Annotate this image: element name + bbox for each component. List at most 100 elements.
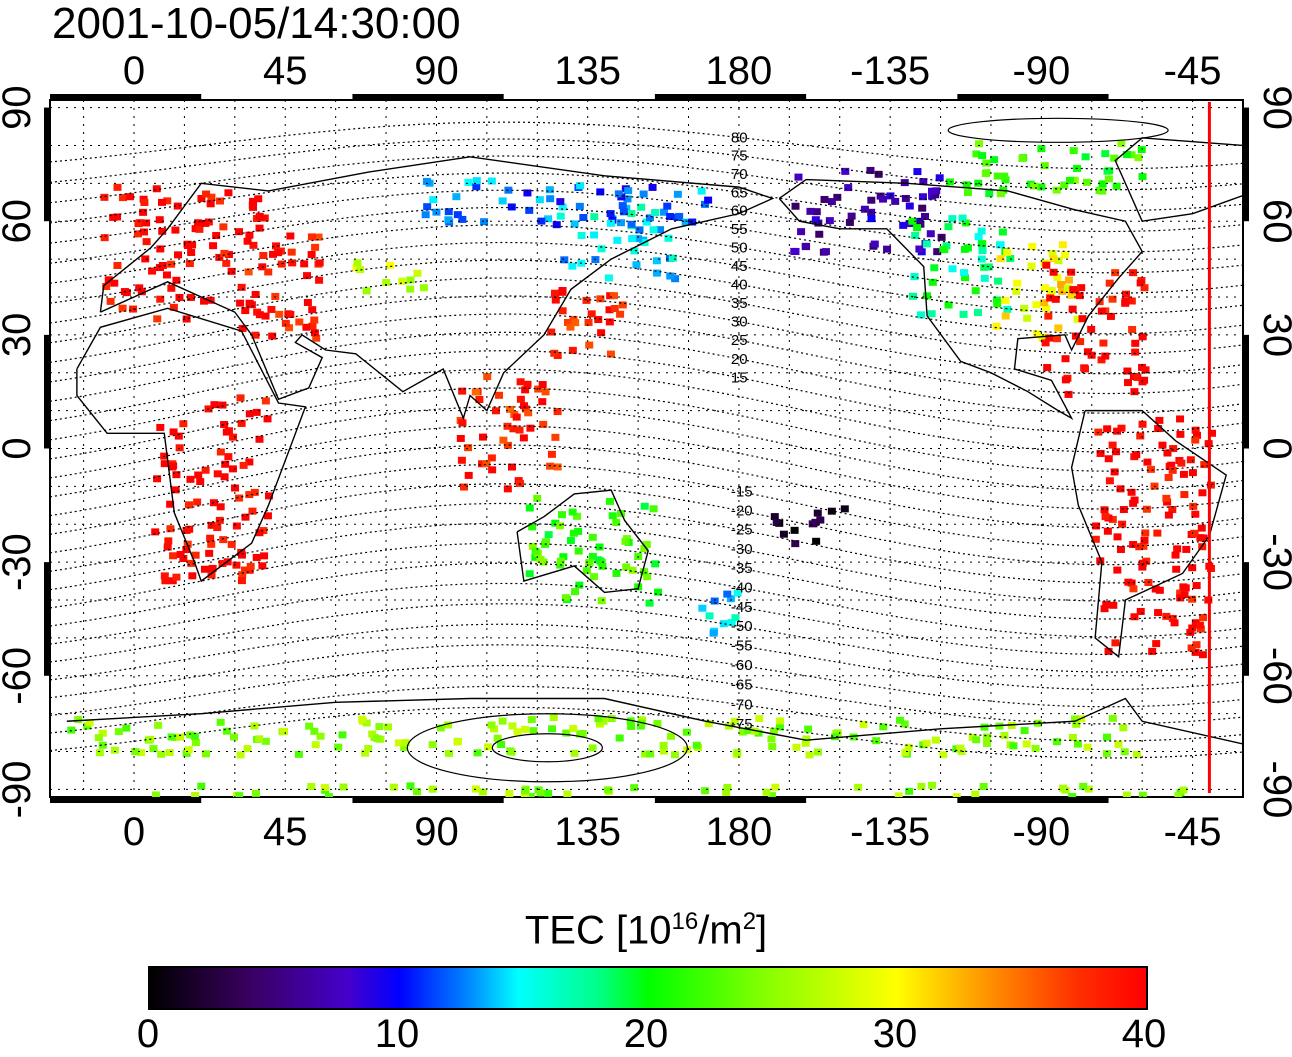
contour-line xyxy=(50,224,1243,294)
tec-cell xyxy=(547,450,556,458)
tec-cell xyxy=(566,537,575,545)
contour-line xyxy=(50,206,1243,274)
contour-label: -25 xyxy=(731,522,753,539)
tec-cell xyxy=(358,715,367,723)
tec-cell xyxy=(605,306,614,314)
tec-cell xyxy=(158,227,167,235)
tec-cell xyxy=(294,750,303,758)
tec-cell xyxy=(205,549,214,557)
tec-cell xyxy=(503,485,512,493)
tec-cell xyxy=(516,378,525,386)
tec-cell xyxy=(154,721,163,729)
tec-cell xyxy=(356,266,365,274)
tec-cell xyxy=(910,272,919,280)
lon-tick-label-top: 180 xyxy=(706,49,773,93)
tec-cell xyxy=(314,233,323,241)
tec-cell xyxy=(1071,332,1080,340)
contour-line xyxy=(50,502,1243,584)
tec-cell xyxy=(368,730,377,738)
tec-cell xyxy=(398,277,407,285)
tec-cell xyxy=(559,553,568,561)
tec-cell xyxy=(652,257,661,265)
tec-cell xyxy=(453,738,462,746)
tec-cell xyxy=(400,743,409,751)
tec-cell xyxy=(196,478,205,486)
tec-cell xyxy=(406,285,415,293)
lat-tick-label-left: -60 xyxy=(0,647,39,705)
tec-cell xyxy=(1119,724,1128,732)
tec-cell xyxy=(1176,430,1185,438)
tec-cell xyxy=(1068,793,1077,797)
tec-cell xyxy=(980,263,989,271)
tec-cell xyxy=(458,419,467,427)
tec-cell xyxy=(792,743,801,751)
tec-cell xyxy=(770,513,779,521)
tec-cell xyxy=(556,522,565,530)
tec-cell xyxy=(891,197,900,205)
tec-cell xyxy=(668,254,677,262)
contour-label: 60 xyxy=(731,203,748,220)
tec-cell xyxy=(1179,583,1188,591)
tec-cell xyxy=(1182,545,1191,553)
frame-tick xyxy=(1243,107,1249,222)
tec-cell xyxy=(1103,527,1112,535)
tec-cell xyxy=(384,723,393,731)
tec-cell xyxy=(872,737,881,745)
tec-cell xyxy=(1028,242,1037,250)
tec-cell xyxy=(649,226,658,234)
tec-cell xyxy=(362,287,371,295)
tec-cell xyxy=(67,726,76,734)
tec-cell xyxy=(213,470,222,478)
tec-cell xyxy=(776,717,785,725)
tec-cell xyxy=(908,217,917,225)
tec-cell xyxy=(841,167,850,175)
tec-cell xyxy=(1101,352,1110,360)
tec-cell xyxy=(945,178,954,186)
contour-label: -20 xyxy=(731,502,753,519)
tec-cell xyxy=(113,261,122,269)
tec-cell xyxy=(1076,338,1085,346)
tec-cell xyxy=(1197,524,1206,532)
tec-cell xyxy=(1110,468,1119,476)
tec-cell xyxy=(671,275,680,283)
tec-cell xyxy=(948,215,957,223)
colorbar-tick-label: 20 xyxy=(623,1012,669,1056)
contour-label: 25 xyxy=(731,332,748,349)
tec-cell xyxy=(932,187,941,195)
tec-cell xyxy=(94,734,103,742)
tec-cell xyxy=(303,299,312,307)
tec-cell xyxy=(762,788,771,796)
tec-cell xyxy=(854,783,863,791)
tec-cell xyxy=(582,296,591,304)
tec-cell xyxy=(972,150,981,158)
tec-cell xyxy=(1131,348,1140,356)
tec-cell xyxy=(261,397,270,405)
tec-cell xyxy=(245,231,254,239)
tec-cell xyxy=(1108,441,1117,449)
tec-cell xyxy=(606,350,615,358)
tec-cell xyxy=(1112,448,1121,456)
tec-cell xyxy=(529,727,538,735)
tec-cell xyxy=(974,233,983,241)
tec-cell xyxy=(207,521,216,529)
tec-cell xyxy=(623,195,632,203)
tec-cell xyxy=(464,444,473,452)
tec-cell xyxy=(152,185,161,193)
tec-cell xyxy=(963,244,972,252)
tec-cell xyxy=(135,284,144,292)
tec-cell xyxy=(1154,425,1163,433)
tec-cell xyxy=(1191,510,1200,518)
tec-cell xyxy=(1143,458,1152,466)
tec-cell xyxy=(1000,172,1009,180)
tec-cell xyxy=(698,604,707,612)
tec-cell xyxy=(160,460,169,468)
tec-cell xyxy=(194,219,203,227)
tec-cell xyxy=(315,259,324,267)
tec-cell xyxy=(188,241,197,249)
tec-cell xyxy=(153,475,162,483)
tec-cell xyxy=(1179,786,1188,794)
tec-cell xyxy=(508,722,517,730)
tec-cell xyxy=(1080,365,1089,373)
tec-cell xyxy=(307,251,316,259)
tec-cell xyxy=(575,202,584,210)
